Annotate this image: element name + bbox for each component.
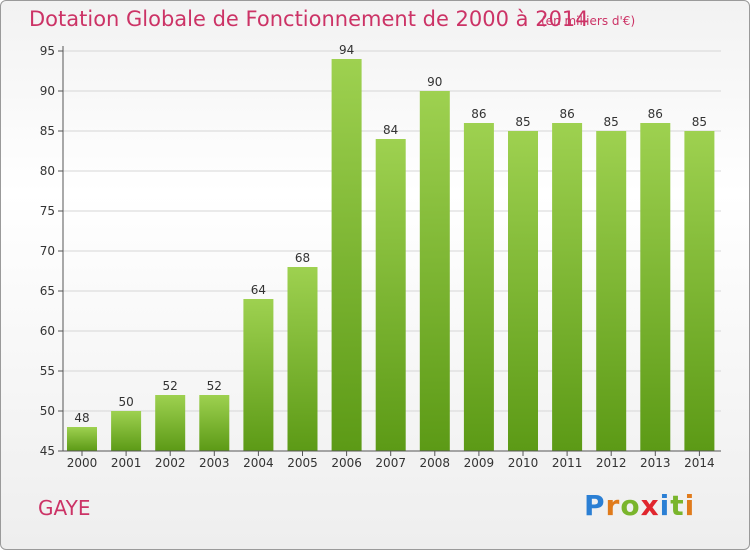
bar-value-label: 86	[559, 107, 574, 121]
x-tick-label: 2002	[155, 456, 186, 470]
x-tick-label: 2005	[287, 456, 318, 470]
bar-2002	[155, 395, 186, 451]
x-tick-label: 2003	[199, 456, 230, 470]
bar-value-label: 52	[207, 379, 222, 393]
bar-2013	[640, 123, 671, 451]
y-tick-label: 85	[40, 124, 55, 138]
y-tick-label: 90	[40, 84, 55, 98]
axes	[58, 46, 721, 456]
bar-2000	[67, 427, 97, 451]
bar-2007	[375, 139, 406, 451]
logo-letter: t	[670, 489, 685, 522]
bar-2003	[199, 395, 230, 451]
logo-letter: x	[640, 489, 660, 522]
logo-letter: i	[684, 489, 696, 522]
bar-value-label: 48	[74, 411, 89, 425]
x-tick-label: 2006	[331, 456, 362, 470]
x-tick-label: 2001	[111, 456, 142, 470]
bar-value-label: 68	[295, 251, 310, 265]
bar-2008	[419, 91, 450, 451]
bar-value-label: 64	[251, 283, 266, 297]
bar-2012	[596, 131, 627, 451]
x-tick-label: 2000	[67, 456, 98, 470]
x-tick-label: 2008	[420, 456, 451, 470]
bar-value-label: 85	[515, 115, 530, 129]
bars	[67, 59, 715, 451]
bar-2009	[463, 123, 494, 451]
bar-2010	[508, 131, 538, 451]
bar-2004	[243, 299, 274, 451]
bar-value-label: 52	[163, 379, 178, 393]
logo-letter: i	[659, 489, 671, 522]
x-tick-label: 2004	[243, 456, 274, 470]
proxiti-logo: Proxiti	[584, 489, 695, 522]
y-tick-label: 70	[40, 244, 55, 258]
bar-2001	[111, 411, 142, 451]
commune-name: GAYE	[38, 496, 91, 520]
bar-value-label: 85	[604, 115, 619, 129]
y-tick-label: 75	[40, 204, 55, 218]
bar-2005	[287, 267, 318, 451]
bar-value-label: 50	[118, 395, 133, 409]
y-tick-label: 65	[40, 284, 55, 298]
x-tick-label: 2012	[596, 456, 627, 470]
bar-value-label: 90	[427, 75, 442, 89]
x-tick-label: 2010	[508, 456, 539, 470]
x-tick-label: 2014	[684, 456, 715, 470]
chart-subtitle: (en milliers d'€)	[541, 14, 636, 28]
x-tick-label: 2013	[640, 456, 671, 470]
x-tick-label: 2009	[464, 456, 495, 470]
bar-2014	[684, 131, 715, 451]
y-tick-label: 95	[40, 44, 55, 58]
y-tick-label: 45	[40, 444, 55, 458]
logo-letter: r	[605, 489, 621, 522]
logo-letter: o	[620, 489, 641, 522]
x-tick-label: 2007	[375, 456, 406, 470]
x-tick-label: 2011	[552, 456, 583, 470]
bar-value-label: 94	[339, 43, 354, 57]
bar-2011	[552, 123, 583, 451]
bar-value-label: 86	[648, 107, 663, 121]
y-tick-label: 80	[40, 164, 55, 178]
y-tick-label: 60	[40, 324, 55, 338]
y-tick-label: 55	[40, 364, 55, 378]
labels: 45 50 55 60 65 70 75 80 85 90 95 48 2000 50 2001 52 2002…	[40, 43, 715, 470]
bar-value-label: 86	[471, 107, 486, 121]
bar-2006	[331, 59, 362, 451]
bar-value-label: 85	[692, 115, 707, 129]
y-tick-label: 50	[40, 404, 55, 418]
bar-value-label: 84	[383, 123, 398, 137]
logo-letter: P	[584, 489, 606, 522]
chart-title: Dotation Globale de Fonctionnement de 20…	[29, 7, 589, 31]
